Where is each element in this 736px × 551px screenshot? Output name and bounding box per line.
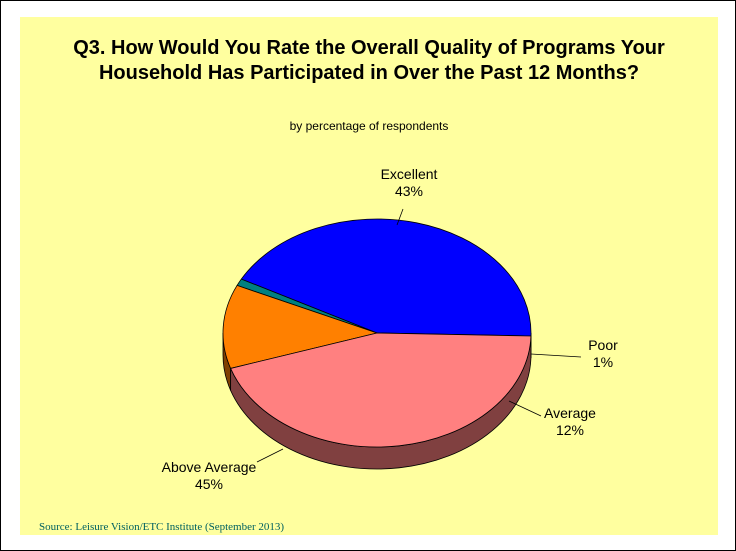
slice-label-excellent: Excellent (381, 166, 438, 182)
chart-title-line-1: Q3. How Would You Rate the Overall Quali… (73, 37, 665, 59)
chart-title-line-2: Household Has Participated in Over the P… (98, 62, 640, 84)
slice-value-excellent: 43% (395, 183, 423, 199)
slice-value-average: 12% (556, 422, 584, 438)
chart-title: Q3. How Would You Rate the Overall Quali… (20, 36, 718, 86)
pie-slice-above-average (230, 332, 532, 448)
pie-slice-average (222, 285, 378, 369)
slice-label-above-average: Above Average (162, 459, 257, 475)
slice-label-average: Average (544, 405, 596, 421)
slice-value-above-average: 45% (195, 476, 223, 492)
leader-line-average (508, 400, 542, 417)
source-note: Source: Leisure Vision/ETC Institute (Se… (39, 521, 285, 533)
slice-label-poor: Poor (588, 337, 618, 353)
slice-value-poor: 1% (593, 354, 613, 370)
leader-line-poor (530, 353, 582, 358)
pie-slice-excellent (240, 218, 532, 337)
leader-line-above-average (256, 448, 284, 463)
chart-subtitle: by percentage of respondents (289, 119, 449, 133)
leader-line-excellent (396, 208, 404, 226)
